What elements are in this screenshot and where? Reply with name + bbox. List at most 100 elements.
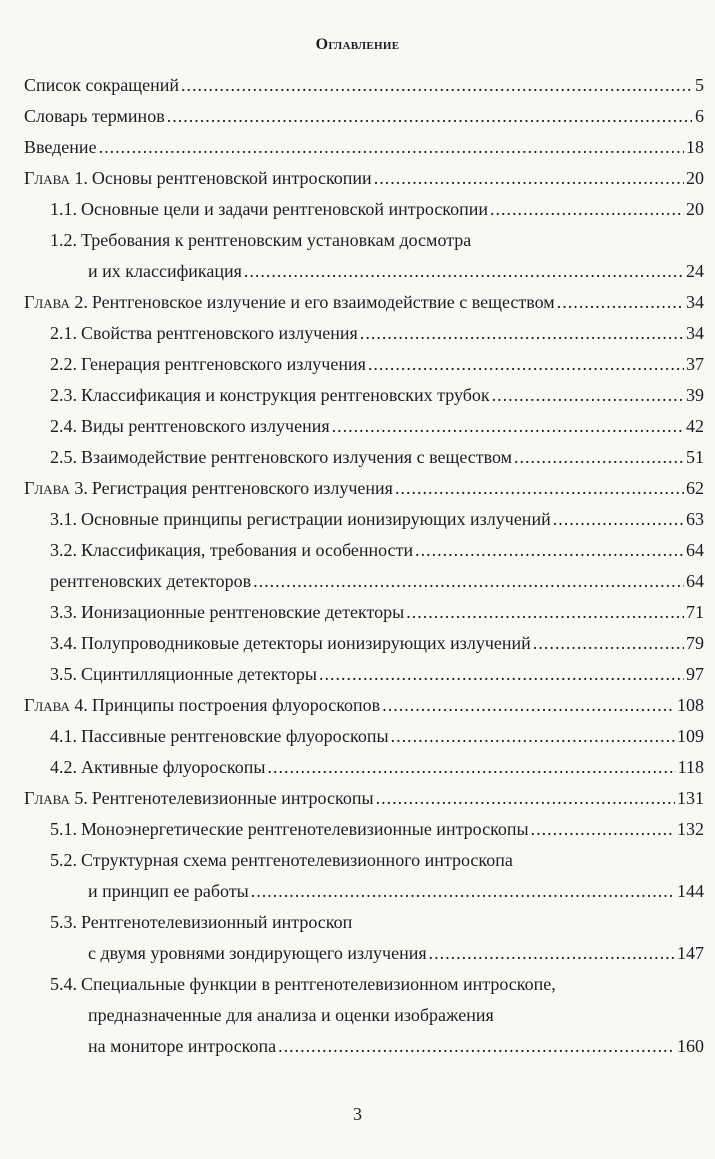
entry-page-number: 108 bbox=[677, 695, 704, 715]
entry-page-number: 51 bbox=[686, 447, 704, 467]
entry-page-number: 24 bbox=[686, 261, 704, 281]
section-number: 5.4. bbox=[50, 974, 77, 994]
entry-title: Свойства рентгеновского излучения bbox=[81, 323, 358, 343]
page-title: Оглавление bbox=[315, 36, 400, 53]
toc-entry: рентгеновских детекторов 64 bbox=[24, 566, 704, 597]
toc-entry: 2.3. Классификация и конструкция рентгено… bbox=[24, 380, 704, 411]
entry-title: Требования к рентгеновским установкам до… bbox=[81, 230, 472, 250]
entry-page-number: 34 bbox=[686, 323, 704, 343]
toc-entry: 3.5.Сцинтилляционные детекторы 97 bbox=[24, 659, 704, 690]
entry-page-number: 131 bbox=[677, 788, 704, 808]
toc-entry: 4.2.Активные флуороскопы 118 bbox=[24, 752, 704, 783]
entry-page-number: 37 bbox=[686, 354, 704, 374]
section-number: 4.2. bbox=[50, 757, 77, 777]
chapter-label: Глава 2. bbox=[24, 292, 88, 312]
section-number: 2.5. bbox=[50, 447, 77, 467]
toc-entry: Глава 4. Принципы построения флуороскопов… bbox=[24, 690, 704, 721]
chapter-label: Глава 5. bbox=[24, 788, 88, 808]
entry-title: Структурная схема рентгенотелевизионного… bbox=[81, 850, 513, 870]
dot-leader bbox=[332, 411, 684, 442]
entry-page-number: 20 bbox=[686, 199, 704, 219]
entry-page-number: 42 bbox=[686, 416, 704, 436]
section-number: 4.1. bbox=[50, 726, 77, 746]
entry-title: Словарь терминов bbox=[24, 106, 165, 126]
entry-title: Взаимодействие рентгеновского излучения … bbox=[81, 447, 513, 467]
entry-title: Рентгенотелевизионный интроскоп bbox=[81, 912, 353, 932]
entry-title: Моноэнергетические рентгенотелевизионные… bbox=[81, 819, 529, 839]
entry-title: Рентгеновское излучение и его взаимодейс… bbox=[91, 292, 555, 312]
entry-page-number: 64 bbox=[686, 571, 704, 591]
toc-entry: 3.4. Полупроводниковые детекторы ионизиру… bbox=[24, 628, 704, 659]
toc-entry: Список сокращений 5 bbox=[24, 70, 704, 101]
dot-leader bbox=[406, 597, 684, 628]
entry-title: Регистрация рентгеновского излучения bbox=[91, 478, 393, 498]
toc-entry: 2.1.Свойства рентгеновского излучения 34 bbox=[24, 318, 704, 349]
entry-title: рентгеновских детекторов bbox=[50, 571, 252, 591]
section-number: 3.3. bbox=[50, 602, 77, 622]
section-number: 2.2. bbox=[50, 354, 77, 374]
dot-leader bbox=[181, 70, 692, 101]
toc-entry: 5.1. Моноэнергетические рентгенотелевизио… bbox=[24, 814, 704, 845]
dot-leader bbox=[391, 721, 675, 752]
toc-entry: Глава 1. Основы рентгеновской интроскопии… bbox=[24, 163, 704, 194]
dot-leader bbox=[514, 442, 684, 473]
toc-entry: 3.2. Классификация, требования и особенно… bbox=[24, 535, 704, 566]
toc-entry: на мониторе интроскопа 160 bbox=[24, 1031, 704, 1062]
dot-leader bbox=[374, 163, 684, 194]
dot-leader bbox=[395, 473, 684, 504]
entry-title: и их классификация bbox=[88, 261, 242, 281]
section-number: 5.1. bbox=[50, 819, 77, 839]
entry-title: Специальные функции в рентгенотелевизион… bbox=[81, 974, 556, 994]
toc-entry: Глава 5. Рентгенотелевизионные интроскопы… bbox=[24, 783, 704, 814]
toc-entry: Глава 3. Регистрация рентгеновского излуч… bbox=[24, 473, 704, 504]
entry-title: Виды рентгеновского излучения bbox=[81, 416, 330, 436]
dot-leader bbox=[376, 783, 675, 814]
dot-leader bbox=[553, 504, 684, 535]
toc-entry: 2.5. Взаимодействие рентгеновского излуче… bbox=[24, 442, 704, 473]
entry-title: Классификация и конструкция рентгеновски… bbox=[81, 385, 490, 405]
entry-page-number: 18 bbox=[686, 137, 704, 157]
dot-leader bbox=[557, 287, 684, 318]
entry-title: и принцип ее работы bbox=[88, 881, 249, 901]
dot-leader bbox=[382, 690, 675, 721]
entry-page-number: 160 bbox=[677, 1036, 704, 1056]
dot-leader bbox=[278, 1031, 675, 1062]
entry-page-number: 62 bbox=[686, 478, 704, 498]
entry-title: предназначенные для анализа и оценки изо… bbox=[88, 1005, 494, 1025]
entry-title: Классификация, требования и особенности bbox=[81, 540, 414, 560]
table-of-contents: Список сокращений 5 Словарь терминов 6 Введе… bbox=[24, 70, 704, 1062]
page-number: 3 bbox=[353, 1104, 362, 1124]
dot-leader bbox=[490, 194, 684, 225]
dot-leader bbox=[99, 132, 684, 163]
entry-page-number: 147 bbox=[677, 943, 704, 963]
toc-entry: и их классификация 24 bbox=[24, 256, 704, 287]
entry-page-number: 20 bbox=[686, 168, 704, 188]
section-number: 3.2. bbox=[50, 540, 77, 560]
dot-leader bbox=[251, 876, 675, 907]
entry-title: Рентгенотелевизионные интроскопы bbox=[91, 788, 374, 808]
section-number: 1.2. bbox=[50, 230, 77, 250]
toc-entry: предназначенные для анализа и оценки изо… bbox=[24, 1000, 704, 1031]
entry-title: Основные принципы регистрации ионизирующ… bbox=[81, 509, 551, 529]
section-number: 5.3. bbox=[50, 912, 77, 932]
toc-entry: 2.2.Генерация рентгеновского излучения 37 bbox=[24, 349, 704, 380]
toc-entry: 1.1. Основные цели и задачи рентгеновской… bbox=[24, 194, 704, 225]
toc-entry: Глава 2. Рентгеновское излучение и его вз… bbox=[24, 287, 704, 318]
entry-page-number: 5 bbox=[695, 75, 704, 95]
section-number: 3.1. bbox=[50, 509, 77, 529]
toc-entry: 1.2. Требования к рентгеновским установка… bbox=[24, 225, 704, 256]
section-number: 1.1. bbox=[50, 199, 77, 219]
section-number: 2.4. bbox=[50, 416, 77, 436]
toc-entry: 4.1.Пассивные рентгеновские флуороскопы 1… bbox=[24, 721, 704, 752]
entry-page-number: 71 bbox=[686, 602, 704, 622]
toc-entry: 5.3. Рентгенотелевизионный интроскоп bbox=[24, 907, 704, 938]
dot-leader bbox=[492, 380, 684, 411]
entry-page-number: 97 bbox=[686, 664, 704, 684]
entry-page-number: 79 bbox=[686, 633, 704, 653]
entry-page-number: 144 bbox=[677, 881, 704, 901]
entry-page-number: 34 bbox=[686, 292, 704, 312]
dot-leader bbox=[531, 814, 675, 845]
entry-page-number: 118 bbox=[677, 757, 704, 777]
section-number: 3.5. bbox=[50, 664, 77, 684]
dot-leader bbox=[360, 318, 684, 349]
